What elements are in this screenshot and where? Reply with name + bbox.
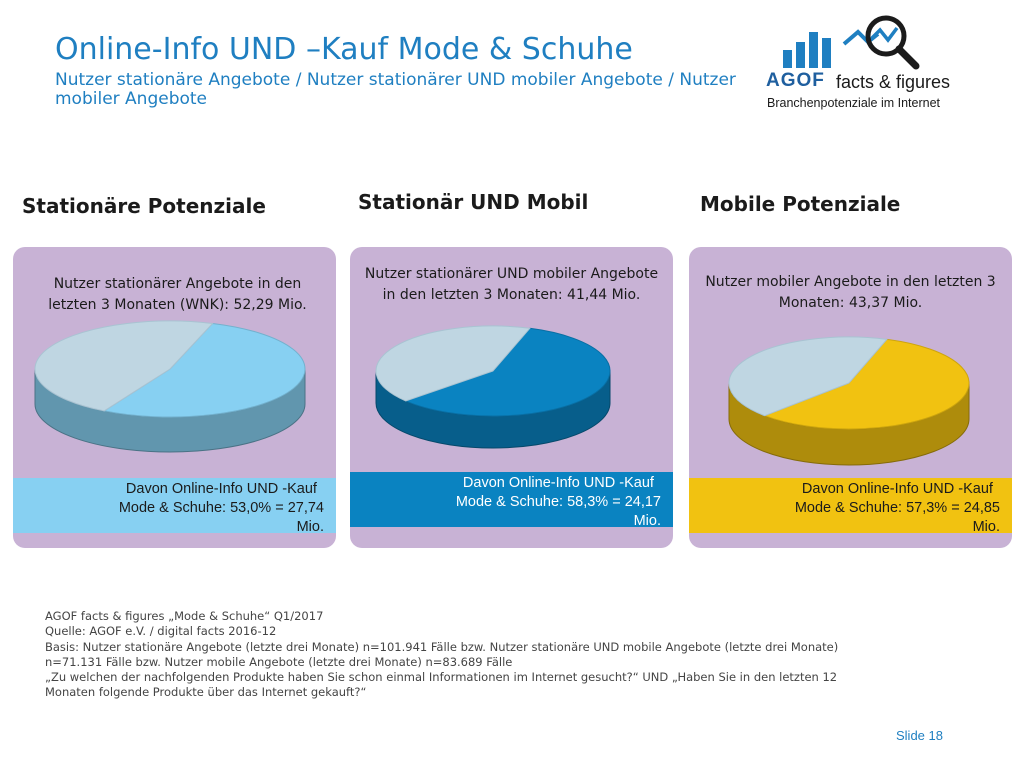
footnote-line: „Zu welchen der nachfolgenden Produkte h…: [45, 670, 838, 685]
result-line-3: Mio.: [633, 513, 661, 529]
result-line-1: Davon Online-Info UND -Kauf: [462, 475, 654, 491]
card-description: Nutzer mobiler Angebote in den letzten 3…: [705, 274, 996, 311]
slide-number: Slide 18: [896, 728, 943, 743]
logo-brand: AGOF: [766, 70, 825, 91]
pie-slice-rest: [375, 325, 531, 402]
card-mobile: Nutzer mobiler Angebote in den letzten 3…: [689, 247, 1012, 548]
pie-slice-highlight: [763, 338, 970, 430]
result-line-2: Mode & Schuhe: 58,3% = 24,17: [455, 494, 661, 510]
pie-slice-highlight: [102, 322, 306, 418]
slide-subtitle: Nutzer stationäre Angebote / Nutzer stat…: [55, 70, 736, 109]
footnote-line: n=71.131 Fälle bzw. Nutzer mobile Angebo…: [45, 654, 513, 669]
result-line-1: Davon Online-Info UND -Kauf: [125, 481, 317, 497]
card-description: Nutzer stationärer Angebote in den letzt…: [48, 276, 307, 313]
logo-tagline: Branchenpotenziale im Internet: [767, 96, 941, 110]
result-band-mobile: Davon Online-Info UND -Kauf Mode & Schuh…: [689, 478, 1012, 535]
heading-mobile: Mobile Potenziale: [700, 192, 901, 216]
pie-chart-stationary: [34, 320, 306, 453]
footnote: AGOF facts & figures „Mode & Schuhe“ Q1/…: [45, 609, 965, 701]
footnote-line: AGOF facts & figures „Mode & Schuhe“ Q1/…: [45, 609, 324, 623]
heading-stationary-and-mobile: Stationär UND Mobil: [358, 190, 589, 214]
result-band-stationary: Davon Online-Info UND -Kauf Mode & Schuh…: [13, 478, 336, 535]
result-line-3: Mio.: [972, 519, 1000, 535]
result-line-2: Mode & Schuhe: 53,0% = 27,74: [118, 500, 324, 516]
result-line-1: Davon Online-Info UND -Kauf: [801, 481, 993, 497]
pie-chart-mobile: [728, 336, 970, 466]
footnote-line: Basis: Nutzer stationäre Angebote (letzt…: [45, 639, 839, 654]
pie-chart-stationary-and-mobile: [375, 325, 611, 449]
agof-logo-icon: [783, 15, 920, 70]
pie-slice-highlight: [404, 327, 611, 417]
result-line-3: Mio.: [296, 519, 324, 535]
result-line-2: Mode & Schuhe: 57,3% = 24,85: [794, 500, 1000, 516]
logo-product: facts & figures: [836, 72, 951, 92]
pie-slice-rest: [34, 320, 214, 412]
card-stationary: Nutzer stationärer Angebote in den letzt…: [13, 247, 336, 548]
card-stationary-and-mobile: Nutzer stationärer UND mobiler Angebote …: [350, 247, 673, 548]
heading-stationary: Stationäre Potenziale: [22, 194, 266, 218]
pie-slice-rest: [728, 336, 888, 417]
footnote-line: Monaten folgende Produkte über das Inter…: [45, 685, 367, 700]
footnote-line: Quelle: AGOF e.V. / digital facts 2016-1…: [45, 624, 277, 639]
card-description: Nutzer stationärer UND mobiler Angebote …: [364, 266, 659, 303]
slide-title: Online-Info UND –Kauf Mode & Schuhe: [55, 32, 633, 67]
result-band-stationary-and-mobile: Davon Online-Info UND -Kauf Mode & Schuh…: [350, 472, 673, 529]
